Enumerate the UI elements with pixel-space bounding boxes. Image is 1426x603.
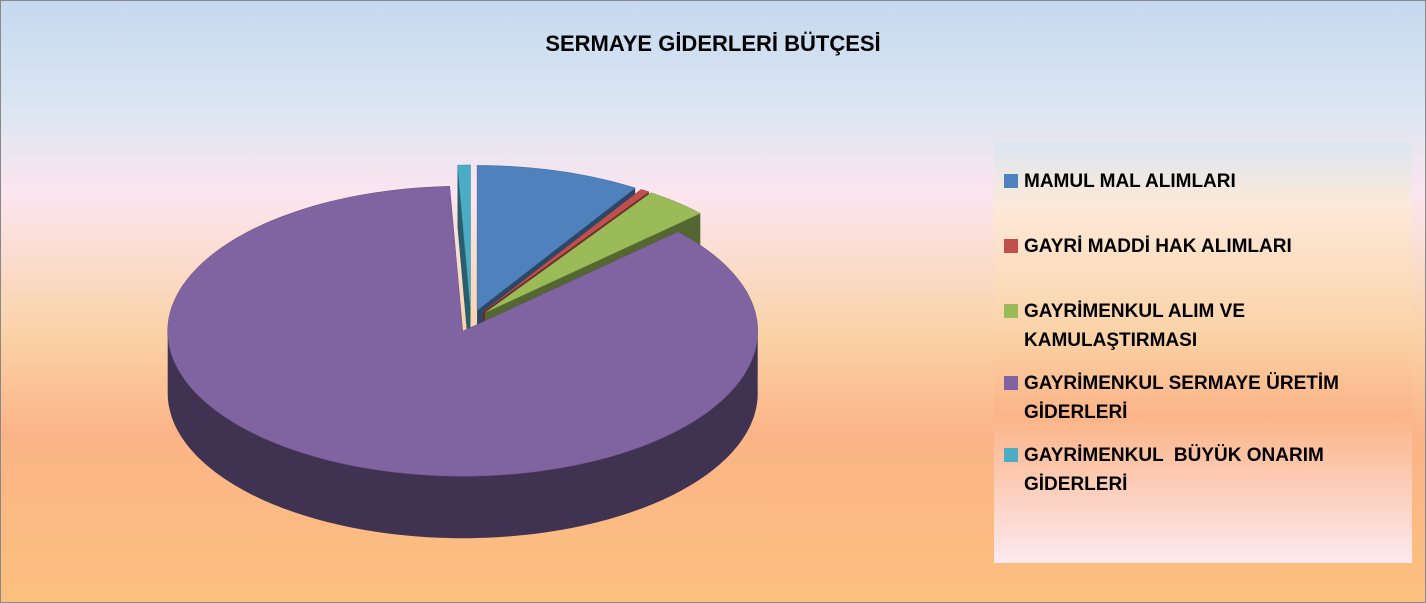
legend-item: GAYRİMENKUL SERMAYE ÜRETİM GİDERLERİ: [1004, 369, 1404, 427]
legend-item: GAYRİMENKUL BÜYÜK ONARIM GİDERLERİ: [1004, 441, 1404, 499]
pie-area: [167, 164, 758, 539]
legend: MAMUL MAL ALIMLARI GAYRİ MADDİ HAK ALIMLA…: [994, 143, 1412, 563]
slice: [485, 192, 701, 313]
slice-side: [167, 331, 758, 539]
legend-swatch: [1004, 239, 1018, 253]
slice: [457, 164, 471, 311]
legend-label: MAMUL MAL ALIMLARI: [1024, 171, 1236, 192]
legend-label: GAYRİ MADDİ HAK ALIMLARI: [1024, 236, 1292, 257]
slice-edge: [457, 165, 471, 372]
legend-label: GAYRİMENKUL SERMAYE ÜRETİM GİDERLERİ: [1024, 373, 1345, 423]
legend-swatch: [1004, 376, 1018, 390]
legend-swatch: [1004, 174, 1018, 188]
slice: [167, 186, 758, 477]
legend-label: GAYRİMENKUL BÜYÜK ONARIM GİDERLERİ: [1024, 445, 1330, 495]
legend-label: GAYRİMENKUL ALIM VE KAMULAŞTIRMASI: [1024, 301, 1251, 351]
slice: [476, 165, 636, 311]
slice: [482, 189, 650, 313]
legend-swatch: [1004, 304, 1018, 318]
legend-item: MAMUL MAL ALIMLARI: [1004, 167, 1404, 196]
legend-item: GAYRİMENKUL ALIM VE KAMULAŞTIRMASI: [1004, 297, 1404, 355]
legend-item: GAYRİ MADDİ HAK ALIMLARI: [1004, 232, 1404, 261]
legend-swatch: [1004, 448, 1018, 462]
chart-title: SERMAYE GİDERLERİ BÜTÇESİ: [545, 31, 881, 56]
